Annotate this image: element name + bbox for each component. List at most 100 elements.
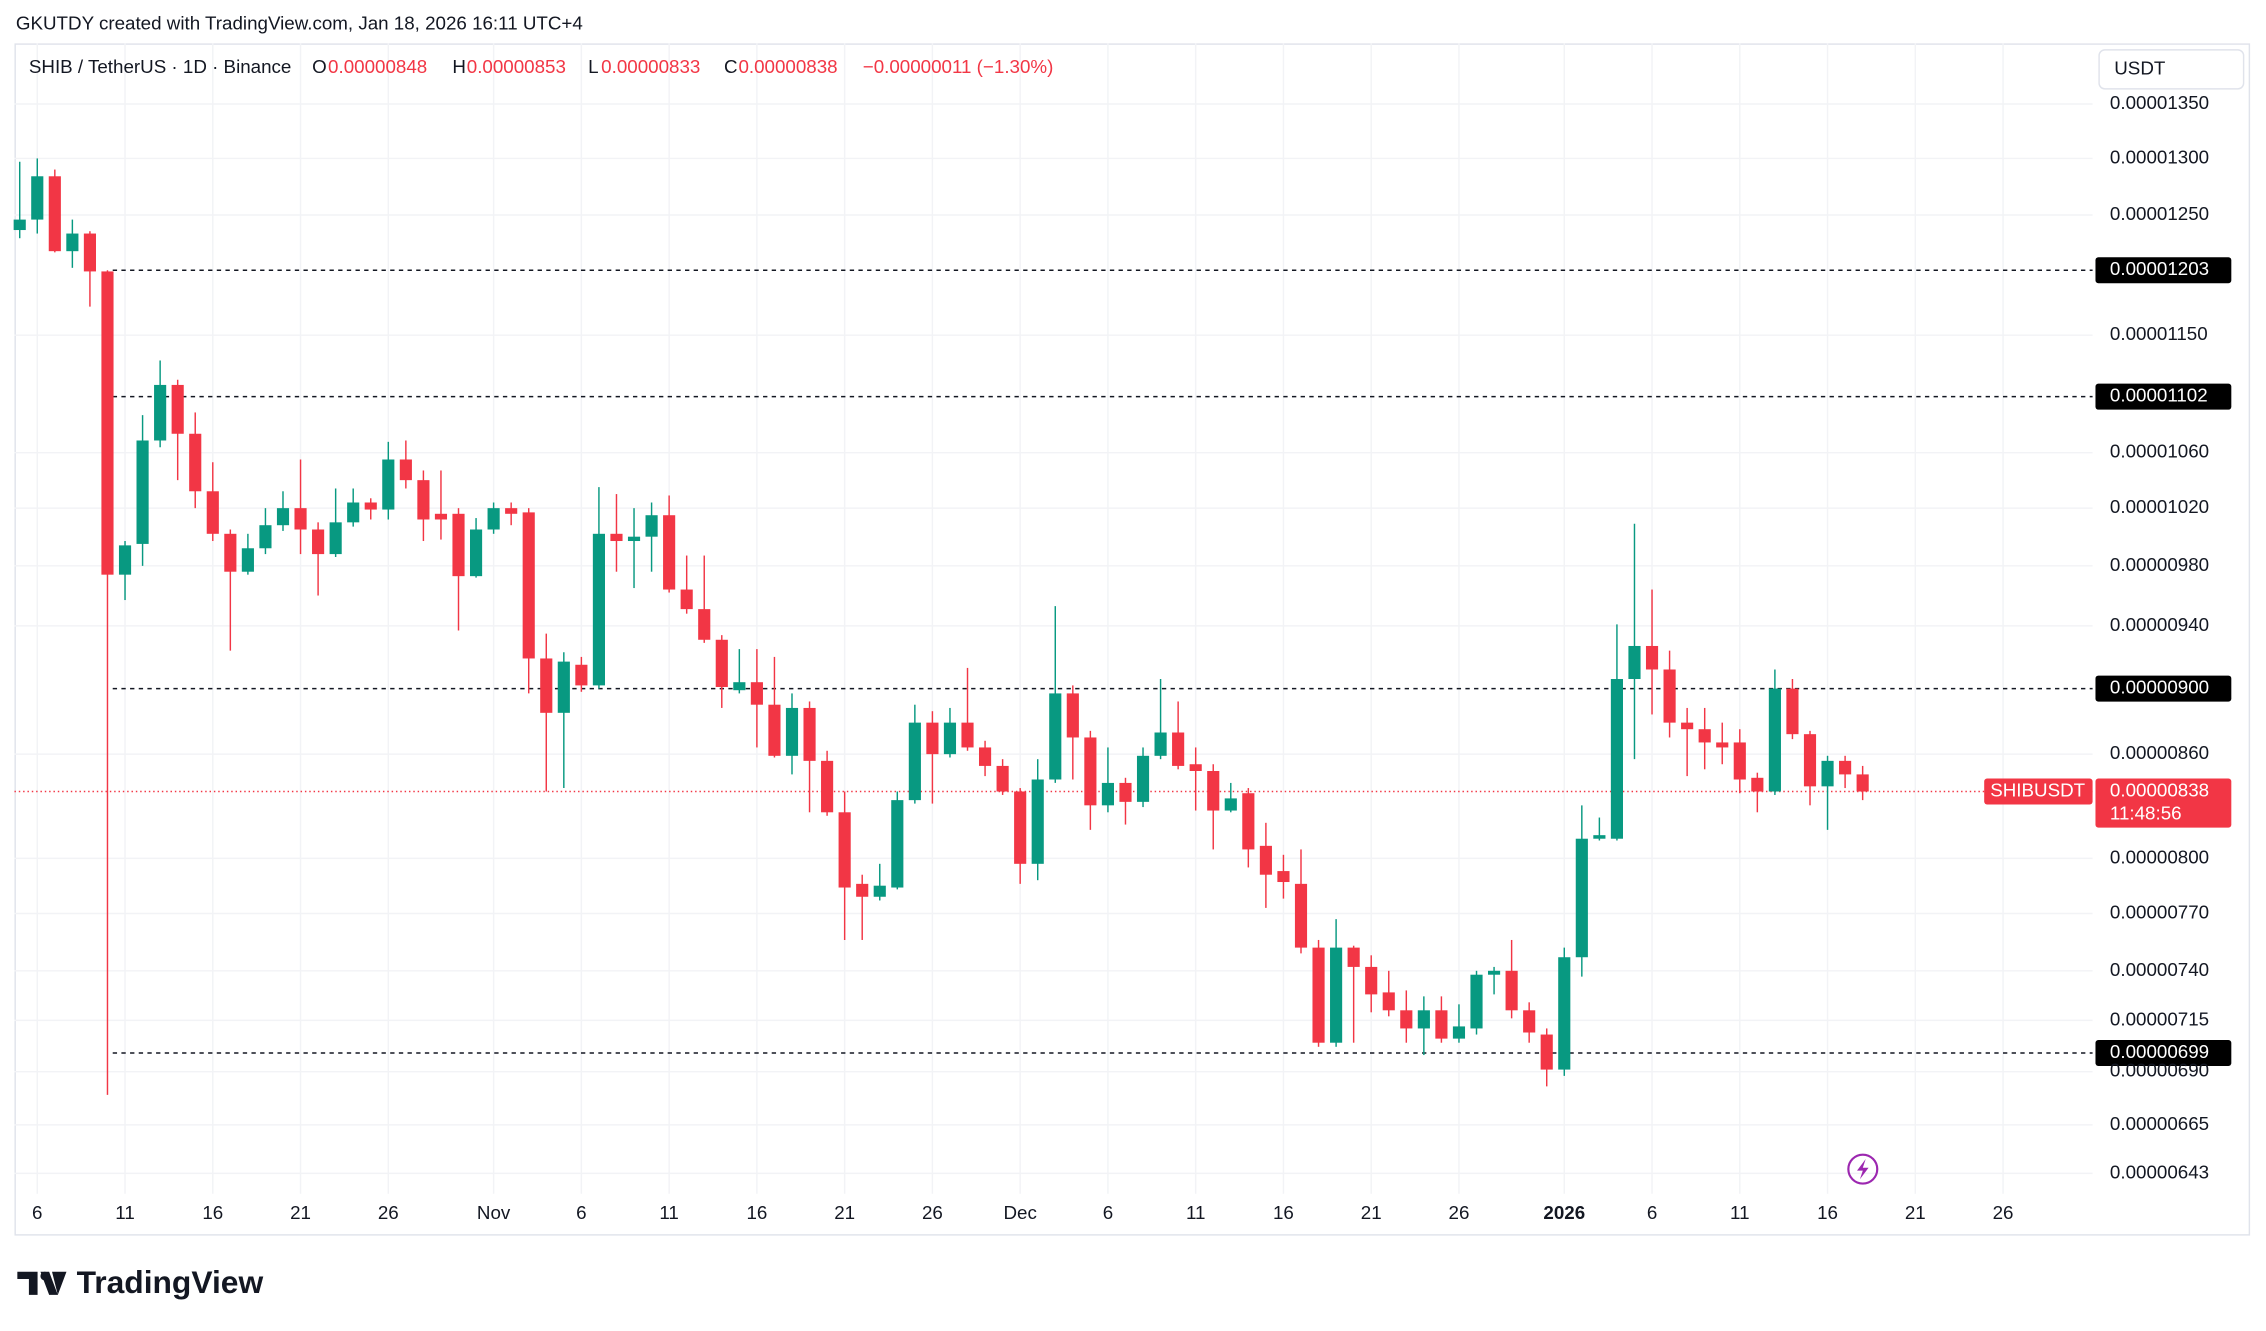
x-tick-label: 21: [1361, 1202, 1382, 1223]
alert-bolt[interactable]: [1857, 1159, 1869, 1180]
x-tick-label: 26: [1993, 1202, 2014, 1223]
candle-body: [13, 219, 26, 231]
high-value: 0.00000853: [467, 56, 566, 77]
candle-body: [663, 515, 676, 590]
candle-body: [1259, 845, 1272, 875]
x-tick-label: 11: [115, 1202, 134, 1223]
candle-body: [505, 508, 518, 514]
candle-body: [821, 760, 834, 813]
candle-body: [1277, 871, 1290, 883]
x-tick-label: Nov: [477, 1202, 511, 1223]
candle-body: [575, 664, 588, 686]
candle-body: [1400, 1010, 1413, 1029]
close-value: 0.00000838: [738, 56, 837, 77]
alert-circle[interactable]: [1847, 1153, 1879, 1185]
candle-body: [469, 529, 483, 577]
brand-logo: [17, 1271, 67, 1295]
candle-body: [1154, 732, 1167, 756]
x-tick-label: 11: [1186, 1202, 1205, 1223]
candle-body: [1487, 970, 1501, 975]
x-tick-label: 6: [576, 1202, 586, 1223]
level-label: 0.00000900: [2110, 677, 2209, 698]
candle-body: [399, 459, 412, 481]
brand: TradingView: [17, 1264, 263, 1300]
candle-body: [1681, 722, 1694, 730]
candle-body: [1365, 966, 1378, 995]
currency-box[interactable]: [2098, 49, 2245, 90]
y-tick-label: 0.00000690: [2110, 1060, 2209, 1081]
candle-body: [417, 480, 430, 520]
candle-body: [171, 384, 184, 434]
candle-body: [136, 440, 149, 544]
candle-body: [1066, 693, 1079, 738]
candles: [13, 158, 1869, 1095]
grid: [14, 43, 2093, 1194]
x-tick-label: 11: [659, 1202, 678, 1223]
candle-body: [1558, 957, 1571, 1070]
y-tick-label: 0.00000740: [2110, 959, 2209, 980]
candle-body: [1698, 729, 1711, 743]
candle-body: [364, 502, 377, 510]
low-value: 0.00000833: [601, 56, 700, 77]
x-tick-label: 6: [32, 1202, 42, 1223]
chart-frame: [14, 43, 2251, 1236]
candle-body: [1856, 774, 1869, 792]
candle-body: [452, 513, 465, 577]
currency-button[interactable]: USDT: [2098, 49, 2245, 90]
symbol: SHIB / TetherUS · 1D · Binance: [29, 56, 291, 77]
candle-body: [1593, 835, 1606, 839]
candle-body: [680, 589, 693, 610]
level-label-box: [2095, 1039, 2232, 1066]
candle-body: [189, 433, 202, 492]
candle-body: [1733, 742, 1746, 780]
candle-body: [1523, 1010, 1536, 1033]
x-tick-label: 26: [1449, 1202, 1470, 1223]
candle-body: [329, 522, 342, 555]
level-label-box: [2095, 675, 2232, 702]
candle-body: [1084, 737, 1097, 806]
brand-logo-dot: [40, 1271, 50, 1281]
candle-body: [1101, 782, 1114, 806]
candle-body: [1716, 742, 1729, 748]
level-label: 0.00001102: [2110, 385, 2208, 406]
candle-body: [1663, 669, 1676, 723]
candle-body: [66, 233, 79, 252]
candle-body: [1294, 883, 1308, 948]
candle-body: [610, 533, 623, 542]
alert-icon[interactable]: [1847, 1153, 1879, 1185]
y-tick-label: 0.00000980: [2110, 554, 2209, 575]
candle-body: [733, 682, 746, 691]
last-price-label: 0.00000838: [2110, 779, 2209, 800]
x-tick-label: 26: [922, 1202, 943, 1223]
candle-body: [698, 609, 711, 640]
candle-body: [434, 513, 448, 520]
last-price-box: [2095, 778, 2232, 828]
y-tick-label: 0.00001020: [2110, 496, 2209, 517]
y-tick-label: 0.00000715: [2110, 1008, 2209, 1029]
candle-body: [926, 722, 939, 755]
levels: 0.00001203 0.00001102 0.00000900 0.00000699…: [14, 257, 2232, 1066]
currency[interactable]: USDT: [2114, 57, 2166, 78]
candle-body: [838, 812, 851, 888]
symbol-label: SHIBUSDT: [1990, 779, 2085, 800]
candle-body: [785, 707, 799, 756]
candle-body: [1470, 974, 1483, 1029]
x-tick-label: 21: [834, 1202, 855, 1223]
candle-body: [1610, 679, 1623, 839]
y-tick-label: 0.00001150: [2110, 323, 2208, 344]
x-tick-label: 11: [1730, 1202, 1749, 1223]
candle-body: [750, 682, 763, 705]
level-label-box: [2095, 383, 2232, 410]
candle-body: [1803, 734, 1817, 787]
candle-body: [943, 722, 957, 755]
candle-body: [83, 233, 96, 272]
legend-row: SHIB / TetherUS · 1D · Binance O 0.00000…: [29, 56, 1053, 77]
y-tick-label: 0.00000643: [2110, 1161, 2209, 1182]
countdown: 11:48:56: [2110, 803, 2182, 824]
y-tick-label: 0.00000665: [2110, 1113, 2209, 1134]
candle-body: [1645, 645, 1659, 670]
candle-body: [382, 459, 395, 510]
y-tick-label: 0.00000860: [2110, 742, 2209, 763]
candle-body: [1786, 688, 1799, 735]
